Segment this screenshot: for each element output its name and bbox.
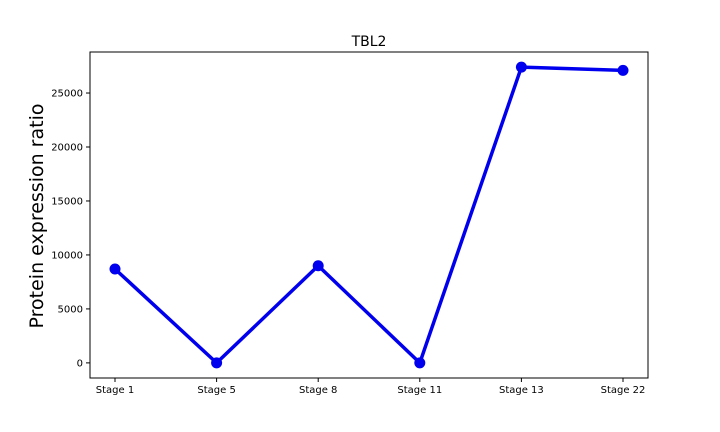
data-point [617, 64, 629, 76]
y-tick-label: 20000 [51, 142, 83, 153]
y-tick-label: 10000 [51, 250, 83, 261]
plot-frame [89, 51, 649, 379]
chart-title: TBL2 [351, 34, 387, 50]
x-tick-label: Stage 13 [499, 385, 544, 396]
y-tick-label: 0 [77, 358, 83, 369]
data-point [414, 357, 426, 369]
series-line [113, 65, 624, 365]
y-axis-label: Protein expression ratio [26, 104, 48, 329]
y-tick-label: 15000 [51, 196, 83, 207]
data-point [515, 61, 527, 73]
data-point [109, 263, 121, 275]
x-tick-label: Stage 22 [601, 385, 646, 396]
y-tick-label: 5000 [58, 304, 83, 315]
data-point [312, 260, 324, 272]
x-tick-label: Stage 8 [299, 385, 337, 396]
x-tick-label: Stage 1 [96, 385, 134, 396]
y-tick-label: 25000 [51, 89, 83, 100]
x-tick-label: Stage 11 [397, 385, 442, 396]
x-tick-label: Stage 5 [197, 385, 235, 396]
data-point [211, 357, 223, 369]
plot-area: 0 5000 10000 15000 20000 25000 Stage 1 Stage 5 S… [51, 51, 649, 396]
